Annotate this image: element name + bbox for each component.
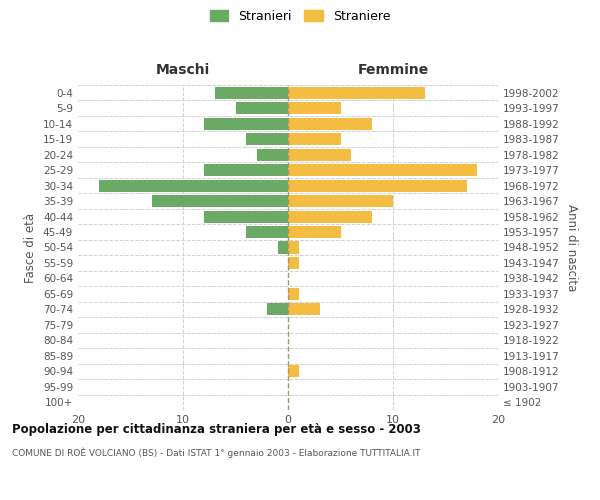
Bar	[288, 226, 341, 238]
Bar	[204, 210, 288, 222]
Bar	[288, 366, 299, 378]
Bar	[204, 118, 288, 130]
Bar	[288, 210, 372, 222]
Bar	[204, 164, 288, 176]
Bar	[288, 133, 341, 145]
Bar	[288, 242, 299, 254]
Text: Femmine: Femmine	[358, 64, 428, 78]
Bar	[246, 133, 288, 145]
Bar	[277, 242, 288, 254]
Bar	[288, 257, 299, 269]
Text: Maschi: Maschi	[156, 64, 210, 78]
Bar	[151, 195, 288, 207]
Y-axis label: Fasce di età: Fasce di età	[25, 212, 37, 282]
Legend: Stranieri, Straniere: Stranieri, Straniere	[205, 5, 395, 28]
Text: COMUNE DI ROÈ VOLCIANO (BS) - Dati ISTAT 1° gennaio 2003 - Elaborazione TUTTITAL: COMUNE DI ROÈ VOLCIANO (BS) - Dati ISTAT…	[12, 448, 421, 458]
Bar	[99, 180, 288, 192]
Bar	[235, 102, 288, 114]
Bar	[288, 304, 320, 316]
Bar	[215, 86, 288, 99]
Bar	[246, 226, 288, 238]
Bar	[288, 288, 299, 300]
Bar	[288, 180, 467, 192]
Y-axis label: Anni di nascita: Anni di nascita	[565, 204, 578, 291]
Bar	[288, 164, 477, 176]
Bar	[257, 148, 288, 160]
Bar	[267, 304, 288, 316]
Bar	[288, 102, 341, 114]
Text: Popolazione per cittadinanza straniera per età e sesso - 2003: Popolazione per cittadinanza straniera p…	[12, 422, 421, 436]
Bar	[288, 195, 393, 207]
Bar	[288, 118, 372, 130]
Bar	[288, 86, 425, 99]
Bar	[288, 148, 351, 160]
